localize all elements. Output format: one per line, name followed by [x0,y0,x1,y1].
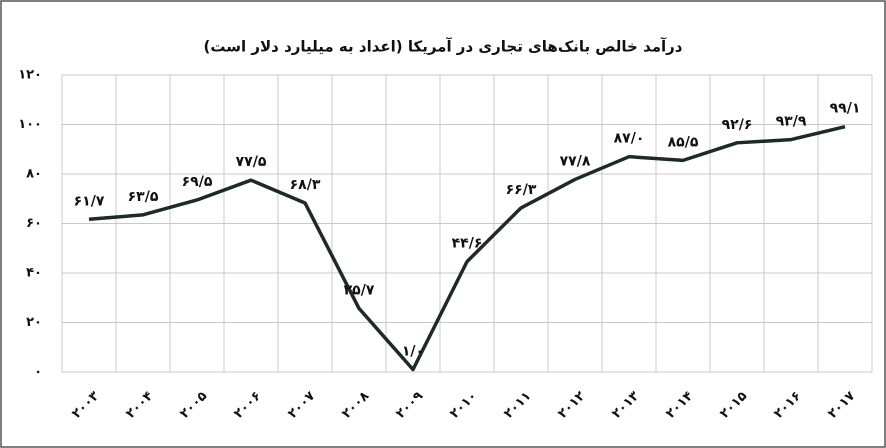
y-tick-label: ۲۰ [26,315,42,330]
y-tick-label: ۸۰ [26,167,42,182]
y-tick-label: ۴۰ [26,266,42,281]
y-tick-label: ۶۰ [26,216,42,231]
data-label: ۹۳/۹ [776,114,807,130]
y-tick-label: ۱۲۰ [18,68,42,83]
data-label: ۶۳/۵ [128,189,159,205]
chart-title: درآمد خالص بانک‌های تجاری در آمریکا (اعد… [204,38,683,56]
data-label: ۹۹/۱ [830,101,861,117]
y-tick-label: ۰ [34,365,42,380]
data-label: ۶۸/۳ [290,177,321,193]
data-label: ۷۷/۸ [560,153,591,169]
data-label: ۱/۰ [402,344,424,360]
line [88,125,846,372]
data-label: ۶۱/۷ [74,193,105,209]
data-label: ۹۲/۶ [722,117,753,133]
data-label: ۲۵/۷ [344,282,375,298]
data-label: ۴۴/۶ [452,236,483,252]
data-label: ۷۷/۵ [236,154,267,170]
data-label: ۸۵/۵ [668,134,699,150]
data-label: ۶۹/۵ [182,174,213,190]
data-label: ۶۶/۳ [506,182,537,198]
data-label: ۸۷/۰ [614,131,645,147]
y-tick-label: ۱۰۰ [18,117,42,132]
